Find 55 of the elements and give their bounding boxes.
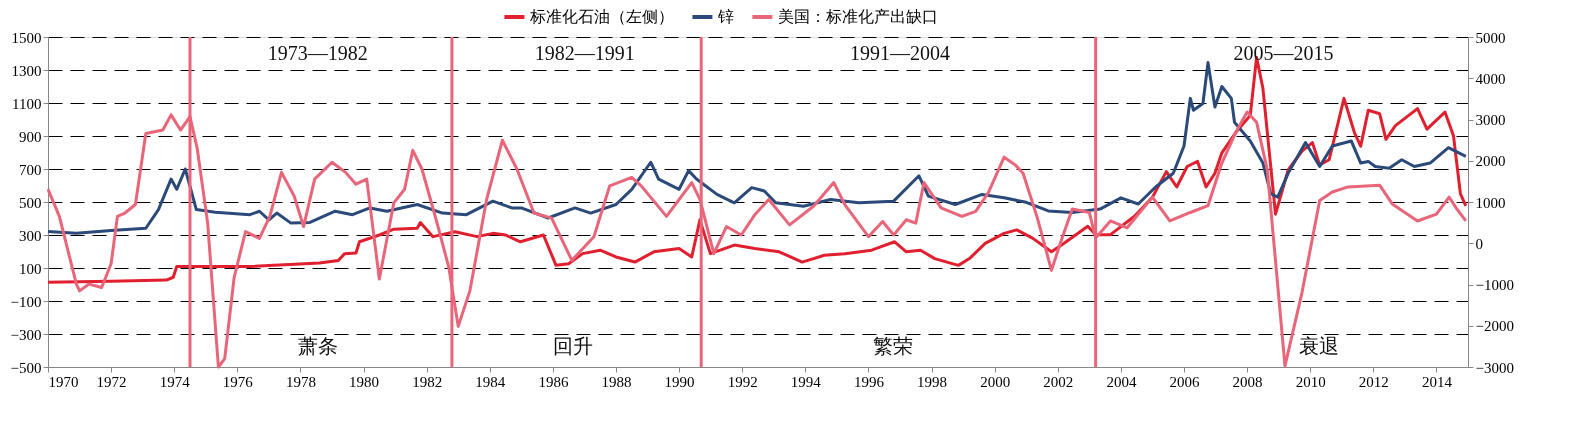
y2-tick-label: 1000 — [1475, 194, 1506, 211]
legend-label: 锌 — [717, 8, 735, 25]
x-tick-label: 1994 — [790, 373, 822, 390]
x-tick-label: 1976 — [222, 373, 254, 390]
x-tick-label: 1996 — [853, 373, 885, 390]
y-tick-label: 300 — [19, 227, 42, 244]
annotation: 回升 — [553, 335, 594, 358]
y2-tick-label: −3000 — [1475, 359, 1514, 376]
x-tick-label: 2012 — [1358, 373, 1389, 390]
x-tick-label: 1990 — [664, 373, 695, 390]
y2-tick-label: −2000 — [1475, 318, 1514, 335]
annotation: 1973—1982 — [267, 41, 368, 64]
x-tick-label: 1974 — [159, 373, 191, 390]
x-tick-label: 2002 — [1043, 373, 1074, 390]
annotation: 1982—1991 — [534, 41, 635, 64]
x-tick-label: 1978 — [285, 373, 316, 390]
annotation: 衰退 — [1298, 335, 1339, 358]
annotation: 2005—2015 — [1233, 41, 1334, 64]
line-series — [46, 61, 1468, 235]
y-tick-label: −300 — [10, 326, 42, 343]
x-tick-label: 2000 — [980, 373, 1011, 390]
x-tick-label: 1982 — [412, 373, 443, 390]
y-tick-label: 100 — [19, 260, 42, 277]
x-tick-label: 1988 — [601, 373, 632, 390]
x-tick-label: 1984 — [475, 373, 506, 390]
y2-tick-label: 2000 — [1475, 153, 1506, 170]
y2-tick-label: 3000 — [1475, 112, 1506, 128]
x-tick-label: 1970 — [48, 373, 79, 390]
x-tick-label: 2014 — [1421, 373, 1453, 390]
x-tick-label: 1992 — [727, 373, 758, 390]
y-tick-label: −500 — [10, 359, 42, 376]
y-tick-label: 1300 — [11, 62, 42, 79]
annotation: 萧条 — [297, 335, 338, 358]
y-tick-label: 500 — [19, 194, 42, 211]
y-tick-label: −100 — [10, 293, 42, 310]
y2-tick-label: 0 — [1475, 235, 1483, 252]
annotation: 1991—2004 — [850, 41, 950, 64]
x-tick-label: 1986 — [538, 373, 569, 390]
x-tick-label: 2010 — [1295, 373, 1326, 390]
y-tick-label: 700 — [19, 161, 42, 178]
annotation: 繁荣 — [872, 335, 913, 358]
legend-label: 美国：标准化产出缺口 — [778, 8, 939, 25]
x-tick-label: 1998 — [917, 373, 948, 390]
y-tick-label: 1500 — [11, 29, 42, 46]
x-tick-label: 2004 — [1106, 373, 1137, 390]
x-tick-label: 1980 — [349, 373, 380, 390]
legend-label: 标准化石油（左侧） — [529, 8, 675, 25]
y-tick-label: 1100 — [12, 95, 42, 112]
x-tick-label: 2006 — [1169, 373, 1200, 390]
x-tick-label: 2008 — [1232, 373, 1263, 390]
y2-tick-label: −1000 — [1475, 277, 1514, 293]
y-tick-label: 900 — [19, 128, 42, 145]
x-tick-label: 1972 — [96, 373, 127, 390]
y2-tick-label: 4000 — [1475, 70, 1506, 87]
y2-tick-label: 5000 — [1475, 29, 1506, 46]
